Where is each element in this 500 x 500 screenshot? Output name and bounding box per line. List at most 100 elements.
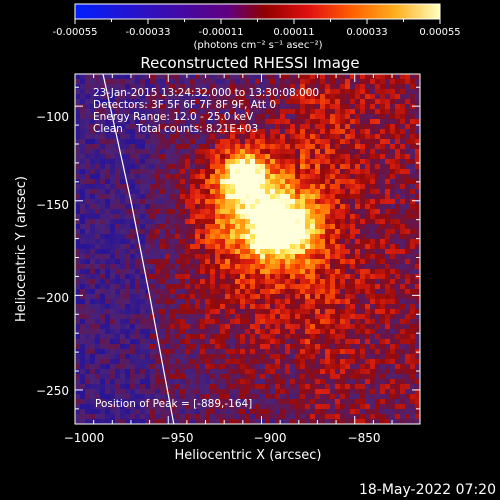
heatmap-cell: [390, 409, 396, 415]
heatmap-cell: [105, 379, 111, 385]
heatmap-cell: [135, 74, 141, 80]
heatmap-cell: [195, 264, 201, 270]
heatmap-cell: [155, 194, 161, 200]
heatmap-cell: [360, 289, 366, 295]
heatmap-cell: [370, 264, 376, 270]
heatmap-cell: [80, 374, 86, 380]
heatmap-cell: [160, 294, 166, 300]
heatmap-cell: [390, 124, 396, 130]
heatmap-cell: [175, 174, 181, 180]
heatmap-cell: [145, 224, 151, 230]
heatmap-cell: [255, 399, 261, 405]
heatmap-cell: [365, 194, 371, 200]
heatmap-cell: [195, 209, 201, 215]
heatmap-cell: [75, 109, 81, 115]
heatmap-cell: [270, 384, 276, 390]
heatmap-cell: [165, 354, 171, 360]
heatmap-cell: [410, 314, 416, 320]
heatmap-cell: [205, 179, 211, 185]
heatmap-cell: [115, 329, 121, 335]
heatmap-cell: [345, 284, 351, 290]
heatmap-cell: [80, 204, 86, 210]
heatmap-cell: [135, 339, 141, 345]
heatmap-cell: [260, 234, 266, 240]
heatmap-cell: [310, 224, 316, 230]
heatmap-cell: [210, 144, 216, 150]
heatmap-cell: [190, 184, 196, 190]
heatmap-cell: [250, 254, 256, 260]
heatmap-cell: [280, 384, 286, 390]
heatmap-cell: [125, 104, 131, 110]
heatmap-cell: [390, 109, 396, 115]
heatmap-cell: [165, 264, 171, 270]
heatmap-cell: [415, 199, 420, 205]
heatmap-cell: [320, 354, 326, 360]
heatmap-cell: [105, 419, 111, 424]
heatmap-cell: [205, 84, 211, 90]
heatmap-cell: [385, 179, 391, 185]
heatmap-cell: [305, 159, 311, 165]
heatmap-cell: [355, 349, 361, 355]
heatmap-cell: [405, 364, 411, 370]
heatmap-cell: [405, 384, 411, 390]
heatmap-cell: [410, 204, 416, 210]
heatmap-cell: [325, 164, 331, 170]
heatmap-cell: [290, 334, 296, 340]
heatmap-cell: [330, 244, 336, 250]
heatmap-cell: [115, 89, 121, 95]
heatmap-cell: [155, 229, 161, 235]
heatmap-cell: [220, 324, 226, 330]
heatmap-cell: [170, 369, 176, 375]
heatmap-cell: [380, 214, 386, 220]
heatmap-cell: [220, 369, 226, 375]
heatmap-cell: [110, 144, 116, 150]
heatmap-cell: [155, 389, 161, 395]
heatmap-cell: [310, 354, 316, 360]
heatmap-cell: [150, 84, 156, 90]
heatmap-cell: [160, 419, 166, 424]
heatmap-cell: [120, 419, 126, 424]
heatmap-cell: [165, 129, 171, 135]
heatmap-cell: [170, 149, 176, 155]
heatmap-cell: [335, 359, 341, 365]
heatmap-cell: [380, 84, 386, 90]
heatmap-cell: [255, 354, 261, 360]
heatmap-cell: [230, 154, 236, 160]
heatmap-cell: [125, 179, 131, 185]
heatmap-cell: [265, 204, 271, 210]
heatmap-cell: [115, 399, 121, 405]
heatmap-cell: [150, 129, 156, 135]
heatmap-cell: [365, 289, 371, 295]
heatmap-cell: [380, 274, 386, 280]
heatmap-cell: [255, 194, 261, 200]
heatmap-cell: [250, 319, 256, 325]
heatmap-cell: [190, 419, 196, 424]
heatmap-cell: [175, 149, 181, 155]
heatmap-cell: [380, 204, 386, 210]
heatmap-cell: [355, 299, 361, 305]
heatmap-cell: [195, 274, 201, 280]
heatmap-cell: [355, 94, 361, 100]
heatmap-cell: [185, 419, 191, 424]
heatmap-cell: [150, 279, 156, 285]
heatmap-cell: [130, 119, 136, 125]
heatmap-cell: [130, 289, 136, 295]
heatmap-cell: [380, 324, 386, 330]
heatmap-cell: [280, 289, 286, 295]
heatmap-cell: [330, 179, 336, 185]
heatmap-cell: [325, 199, 331, 205]
heatmap-cell: [140, 409, 146, 415]
heatmap-cell: [265, 219, 271, 225]
heatmap-cell: [105, 364, 111, 370]
heatmap-cell: [145, 259, 151, 265]
heatmap-cell: [395, 294, 401, 300]
heatmap-cell: [330, 204, 336, 210]
heatmap-cell: [270, 254, 276, 260]
heatmap-cell: [365, 174, 371, 180]
heatmap-cell: [280, 369, 286, 375]
heatmap-cell: [325, 129, 331, 135]
heatmap-cell: [375, 119, 381, 125]
heatmap-cell: [255, 359, 261, 365]
heatmap-cell: [230, 364, 236, 370]
heatmap-cell: [275, 124, 281, 130]
